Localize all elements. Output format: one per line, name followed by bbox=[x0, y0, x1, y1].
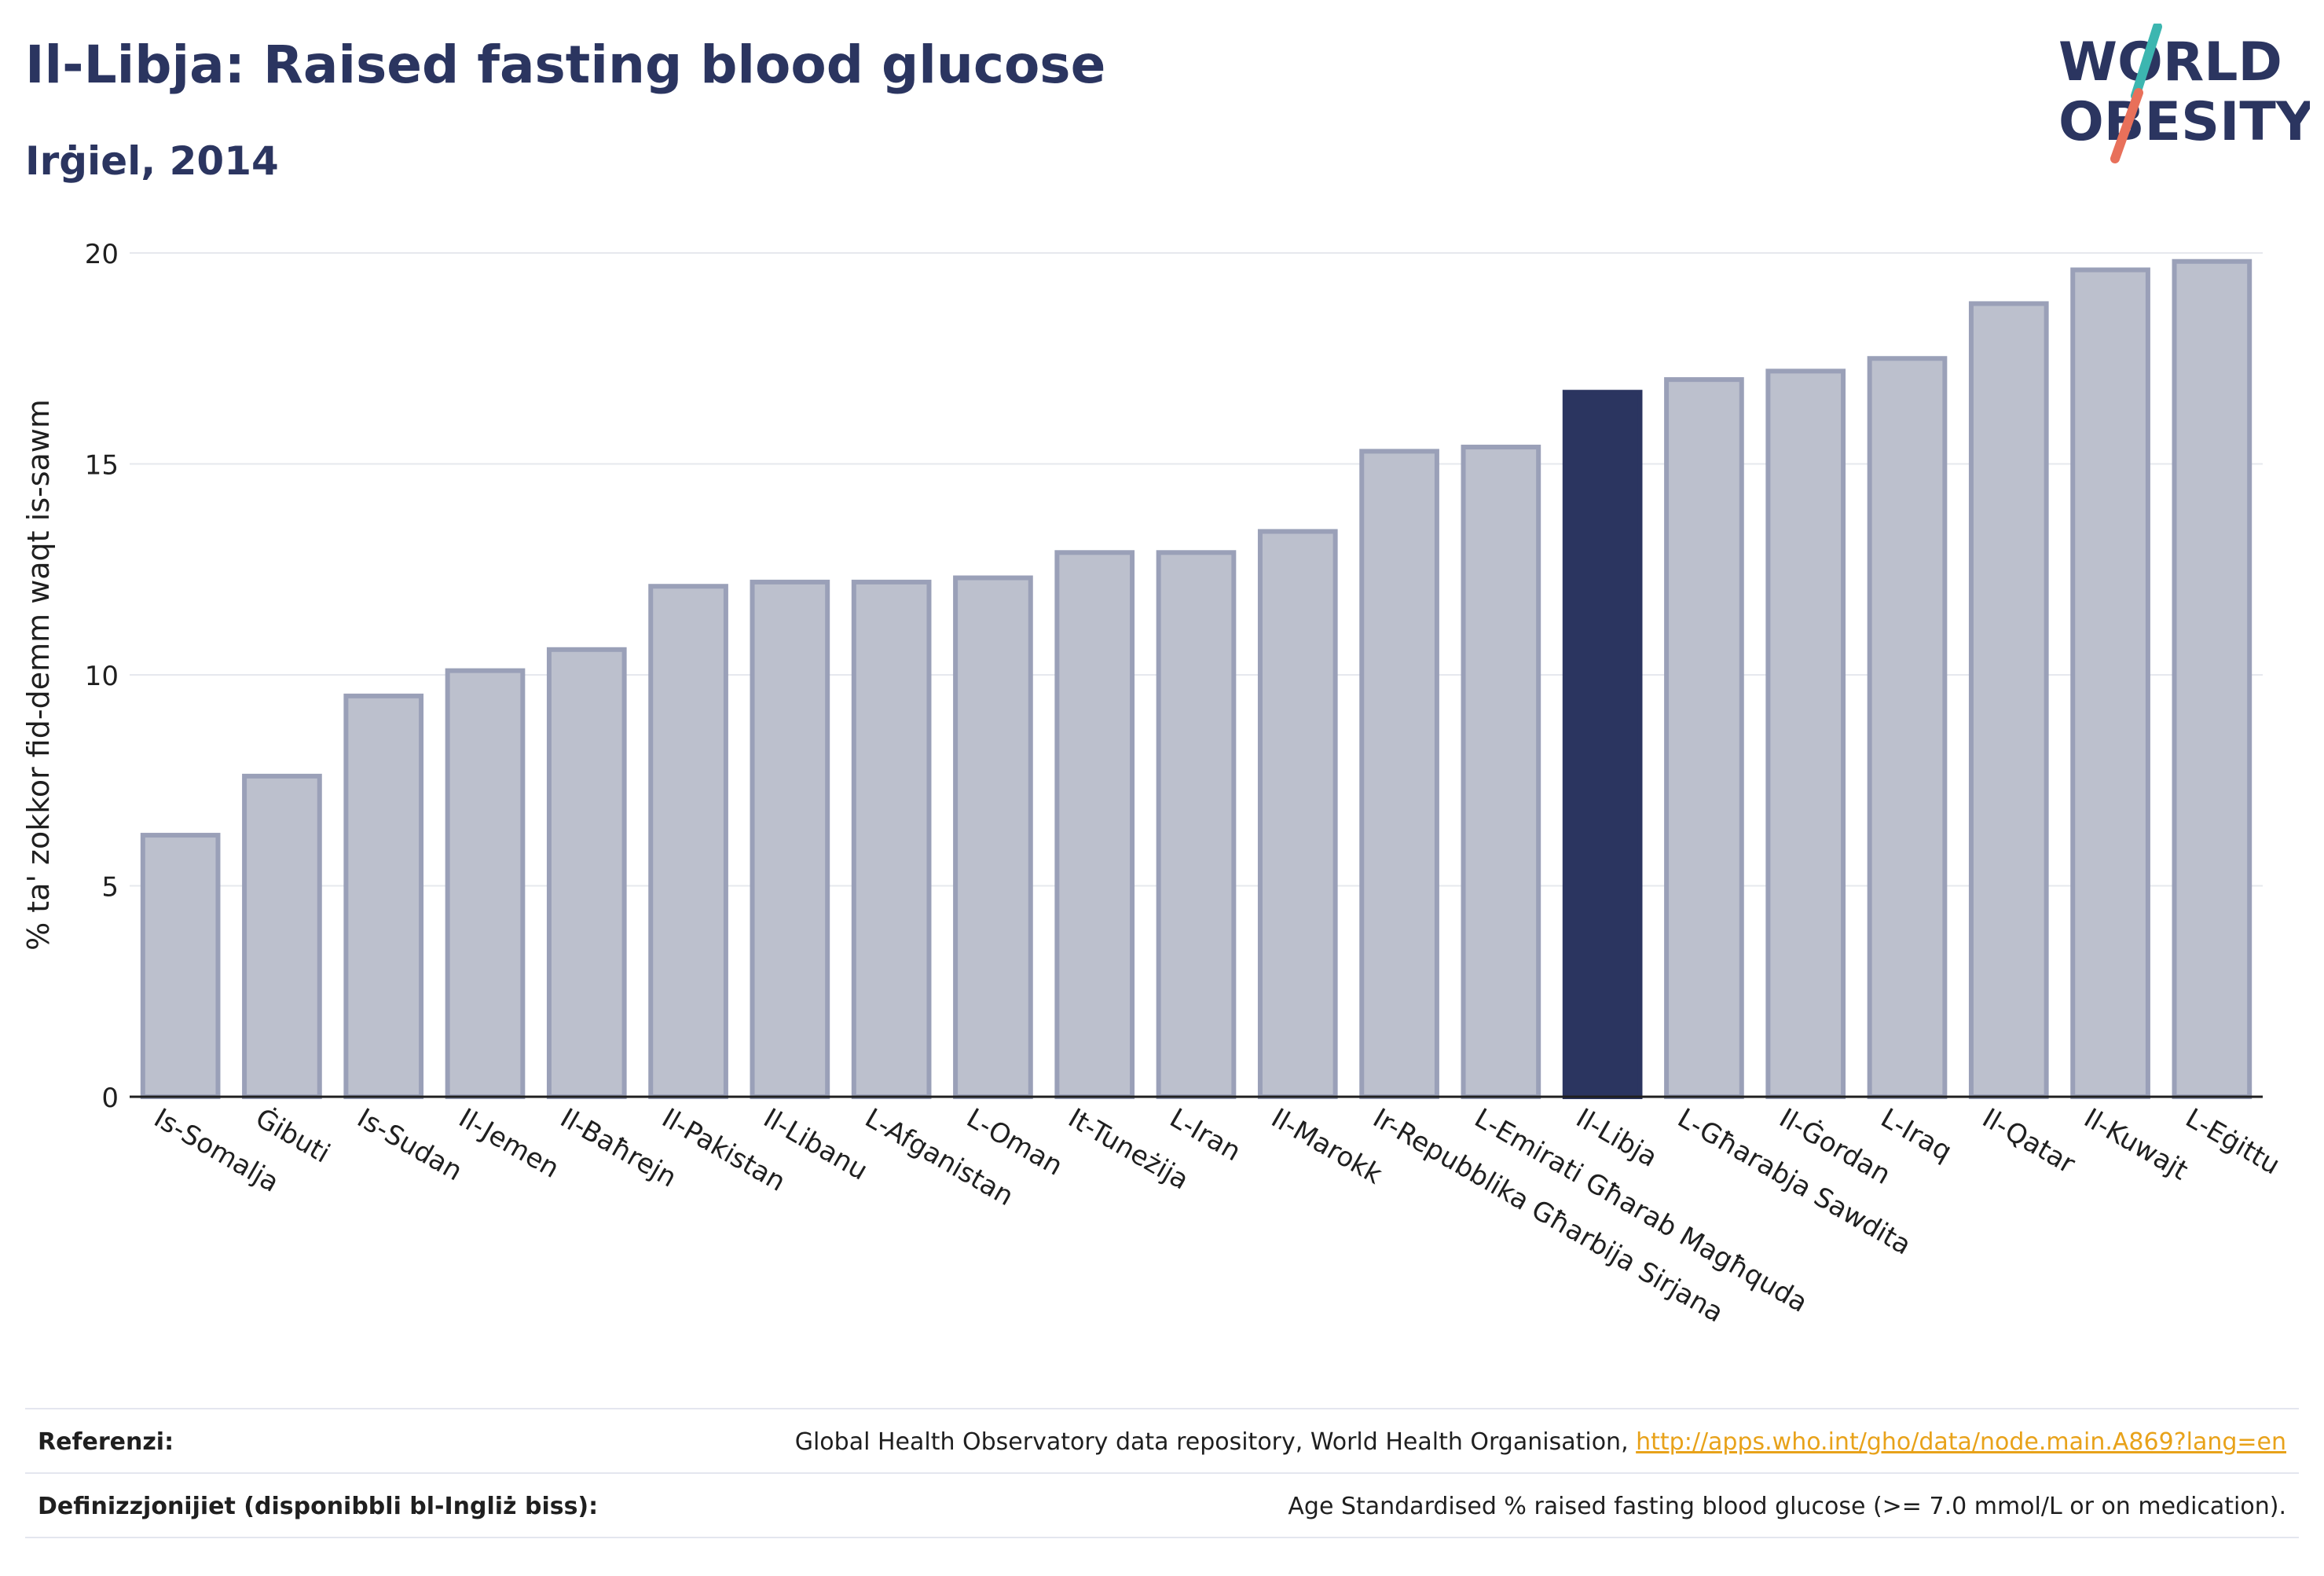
bar[interactable] bbox=[1359, 449, 1439, 1099]
logo-slash-red bbox=[2110, 88, 2143, 163]
bar[interactable] bbox=[953, 575, 1033, 1099]
x-tick-label: Il-Jemen bbox=[453, 1102, 564, 1185]
x-tick-label: Is-Sudan bbox=[352, 1102, 467, 1187]
bar[interactable] bbox=[1664, 377, 1744, 1100]
x-tick-label: L-Iraq bbox=[1875, 1102, 1957, 1167]
bar[interactable] bbox=[648, 584, 728, 1099]
bar[interactable] bbox=[1054, 550, 1135, 1099]
x-tick-label: Il-Qatar bbox=[1977, 1102, 2080, 1180]
y-tick-label: 20 bbox=[85, 239, 119, 270]
bar[interactable] bbox=[1968, 301, 2049, 1099]
bar[interactable] bbox=[1765, 368, 1846, 1099]
logo-slash-teal bbox=[2131, 24, 2162, 101]
bar[interactable] bbox=[546, 647, 627, 1099]
definitions-value: Age Standardised % raised fasting blood … bbox=[1288, 1493, 2286, 1520]
x-tick-label: Il-Baħrejn bbox=[555, 1102, 682, 1193]
references-link[interactable]: http://apps.who.int/gho/data/node.main.A… bbox=[1636, 1428, 2286, 1456]
bar[interactable] bbox=[445, 668, 526, 1099]
bar[interactable] bbox=[242, 773, 322, 1099]
logo-line2: OBESITY bbox=[2058, 91, 2310, 153]
bar[interactable] bbox=[750, 579, 830, 1099]
bar[interactable] bbox=[140, 833, 221, 1100]
y-tick-label: 0 bbox=[101, 1083, 119, 1114]
chart-title: Il-Libja: Raised fasting blood glucose bbox=[25, 35, 1106, 95]
footer-divider-bottom bbox=[25, 1537, 2299, 1538]
bars bbox=[140, 258, 2253, 1100]
chart-subtitle: Irġiel, 2014 bbox=[25, 138, 279, 184]
logo-line1: WORLD bbox=[2058, 31, 2282, 93]
bar[interactable] bbox=[2172, 258, 2253, 1099]
references-label: Referenzi: bbox=[38, 1428, 174, 1456]
bar[interactable] bbox=[343, 693, 424, 1099]
y-tick-label: 10 bbox=[85, 661, 119, 692]
y-tick-label: 15 bbox=[85, 450, 119, 482]
y-axis-label: % ta' zokkor fid-demm waqt is-sawm bbox=[21, 399, 56, 951]
bar[interactable] bbox=[851, 579, 932, 1099]
y-tick-labels: 0 5 10 15 20 bbox=[85, 239, 119, 1114]
world-obesity-logo[interactable]: WORLD OBESITY bbox=[2043, 24, 2310, 165]
bar[interactable] bbox=[1257, 529, 1338, 1099]
footer-divider-top bbox=[25, 1408, 2299, 1409]
definitions-label: Definizzjonijiet (disponibbli bl-Ingliż … bbox=[38, 1493, 599, 1520]
references-value: Global Health Observatory data repositor… bbox=[795, 1428, 2286, 1456]
x-tick-label: Il-Marokk bbox=[1266, 1102, 1387, 1190]
footer-divider-middle bbox=[25, 1472, 2299, 1474]
x-tick-label: L-Eġittu bbox=[2180, 1102, 2286, 1181]
references-text: Global Health Observatory data repositor… bbox=[794, 1428, 1637, 1456]
x-tick-label: Il-Kuwajt bbox=[2079, 1102, 2194, 1186]
bar[interactable] bbox=[2070, 267, 2150, 1100]
y-tick-label: 5 bbox=[101, 872, 119, 903]
bar[interactable] bbox=[1867, 356, 1948, 1099]
bar[interactable] bbox=[1562, 390, 1643, 1099]
x-tick-label: L-Iran bbox=[1164, 1102, 1246, 1167]
bar[interactable] bbox=[1461, 445, 1541, 1099]
bar[interactable] bbox=[1156, 550, 1237, 1099]
